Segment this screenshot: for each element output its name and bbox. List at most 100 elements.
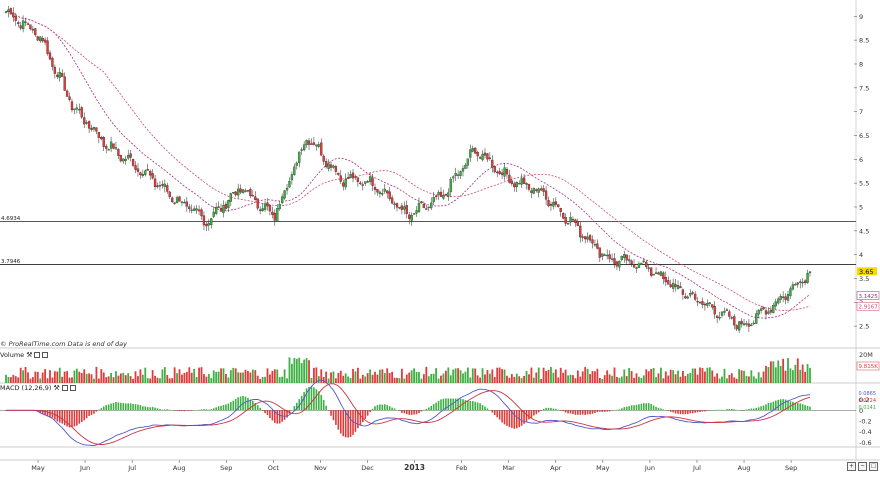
- candle: [356, 177, 360, 183]
- volume-bar: [586, 368, 589, 383]
- macd-histogram-bar: [723, 409, 726, 411]
- macd-histogram-bar: [388, 406, 391, 411]
- volume-bar: [283, 369, 286, 383]
- macd-histogram-bar: [129, 403, 132, 411]
- macd-histogram-bar: [701, 410, 704, 412]
- x-tick-label: Sep: [785, 464, 797, 472]
- maximize-icon[interactable]: [34, 352, 41, 358]
- volume-bar: [335, 378, 337, 383]
- macd-histogram-bar: [266, 410, 269, 416]
- close-icon[interactable]: [42, 352, 49, 358]
- x-tick-label: Mar: [503, 464, 516, 472]
- macd-histogram-bar: [225, 404, 227, 411]
- maximize-icon[interactable]: □: [869, 462, 878, 471]
- macd-histogram-bar: [220, 405, 222, 411]
- macd-histogram-bar: [486, 408, 489, 411]
- ma-tag: [856, 291, 880, 300]
- candle: [280, 196, 284, 204]
- candle: [210, 218, 213, 226]
- macd-histogram-bar: [205, 409, 208, 411]
- macd-histogram-bar: [354, 410, 357, 432]
- candle: [615, 261, 619, 267]
- volume-bar: [664, 371, 667, 383]
- candle: [718, 317, 721, 319]
- macd-histogram-bar: [684, 410, 687, 415]
- macd-histogram-bar: [90, 410, 93, 415]
- macd-histogram-bar: [586, 410, 589, 415]
- macd-histogram-bar: [647, 403, 650, 411]
- volume-bar: [349, 378, 352, 383]
- candle: [403, 206, 406, 210]
- volume-bar: [242, 372, 244, 383]
- macd-histogram-bar: [479, 403, 481, 411]
- volume-bar: [88, 373, 90, 383]
- macd-histogram-bar: [105, 405, 107, 411]
- macd-histogram-bar: [315, 389, 318, 411]
- macd-histogram-bar: [352, 410, 354, 435]
- candle: [283, 190, 286, 199]
- candle: [454, 173, 457, 176]
- volume-bar: [49, 370, 51, 383]
- macd-histogram-bar: [381, 404, 384, 411]
- volume-bar: [325, 371, 328, 383]
- candle: [266, 202, 269, 207]
- candle: [420, 201, 423, 204]
- volume-bar: [383, 373, 386, 383]
- macd-histogram-bar: [452, 398, 455, 411]
- macd-histogram-bar: [635, 404, 638, 411]
- candle: [625, 254, 628, 261]
- volume-bar: [572, 375, 574, 383]
- candle: [654, 272, 658, 274]
- macd-histogram-bar: [383, 404, 386, 411]
- y-tick-label: 4.5: [859, 227, 869, 235]
- macd-histogram-bar: [359, 410, 362, 426]
- macd-histogram-bar: [102, 406, 105, 411]
- candle: [628, 259, 631, 262]
- candle: [432, 197, 435, 203]
- volume-bar: [251, 369, 254, 383]
- macd-histogram-bar: [572, 410, 574, 414]
- volume-bar: [601, 378, 604, 383]
- candle: [459, 171, 462, 176]
- volume-bar: [510, 374, 513, 383]
- candle: [671, 282, 675, 289]
- data-source-note: © ProRealTime.com Data is end of day: [0, 340, 128, 348]
- volume-bar: [100, 369, 103, 383]
- volume-bar: [22, 370, 25, 383]
- candle: [117, 149, 120, 156]
- candle: [180, 201, 184, 203]
- macd-histogram-bar: [506, 410, 508, 426]
- macd-histogram-bar: [655, 406, 657, 411]
- maximize-icon[interactable]: [61, 385, 68, 391]
- x-tick-label: Feb: [456, 464, 468, 472]
- candle: [339, 175, 342, 182]
- volume-bar: [611, 375, 613, 383]
- zoom-in-icon[interactable]: +: [847, 462, 856, 471]
- wrench-icon[interactable]: ⚒: [53, 384, 60, 392]
- volume-bar: [567, 375, 569, 383]
- candle: [591, 239, 594, 244]
- candle: [466, 158, 470, 166]
- volume-bar: [620, 376, 623, 383]
- macd-histogram-bar: [83, 410, 86, 421]
- volume-bar: [787, 358, 789, 383]
- zoom-out-icon[interactable]: −: [858, 462, 867, 471]
- volume-bar: [638, 376, 640, 383]
- candle: [808, 271, 812, 274]
- close-icon[interactable]: [69, 385, 76, 391]
- volume-bar: [699, 367, 701, 383]
- candle: [452, 176, 455, 179]
- candle: [510, 180, 514, 184]
- candle: [100, 137, 103, 140]
- macd-histogram-bar: [809, 406, 811, 411]
- volume-bar: [550, 366, 552, 383]
- volume-bar: [765, 365, 767, 383]
- volume-bar: [730, 373, 733, 383]
- candle: [740, 320, 743, 325]
- volume-bar: [413, 368, 416, 383]
- candle: [315, 144, 318, 147]
- volume-bar: [616, 376, 618, 383]
- wrench-icon[interactable]: ⚒: [26, 351, 33, 359]
- volume-bar: [415, 371, 418, 383]
- candle: [664, 276, 667, 283]
